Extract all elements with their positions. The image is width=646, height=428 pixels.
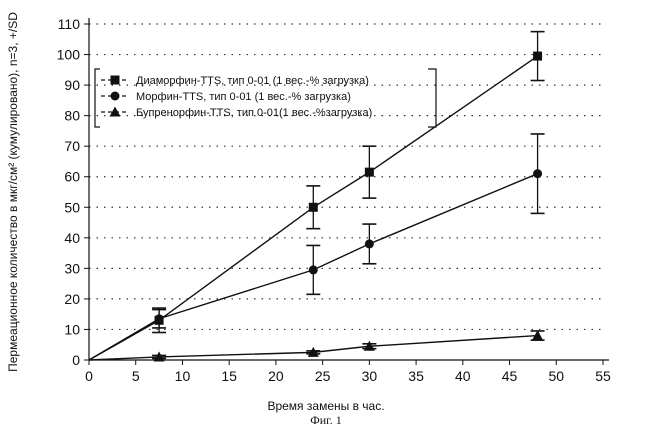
y-tick-label: 110 (58, 16, 81, 32)
x-tick-label: 5 (132, 368, 140, 384)
y-tick-label: 0 (72, 352, 80, 368)
x-tick-label: 10 (175, 368, 191, 384)
x-tick-label: 15 (221, 368, 237, 384)
x-tick-label: 25 (315, 368, 331, 384)
series-circle (89, 134, 545, 360)
marker-circle (309, 265, 318, 274)
legend-bracket-left (95, 69, 100, 127)
y-tick-label: 70 (64, 138, 80, 154)
y-axis-title: Пермеационное количество в мкг/см² (куму… (6, 12, 20, 372)
legend-entry-circle: Морфин-TTS, тип 0-01 (1 вес.-% загрузка) (101, 91, 351, 103)
x-tick-label: 55 (595, 368, 611, 384)
y-tick-label: 60 (64, 169, 80, 185)
y-tick-label: 20 (64, 291, 80, 307)
x-tick-label: 20 (268, 368, 284, 384)
marker-square (309, 203, 318, 212)
marker-circle (365, 239, 374, 248)
legend: Диаморфин-TTS, тип 0-01 (1 вес.-% загруз… (95, 69, 436, 127)
figure-caption: Фиг. 1 (310, 413, 341, 427)
marker-circle (155, 314, 164, 323)
legend-label: Диаморфин-TTS, тип 0-01 (1 вес.-% загруз… (136, 75, 369, 87)
gridlines (89, 24, 603, 329)
permeation-chart: 0 10 20 30 40 50 60 70 80 90 100 110 0 5 10 15 20 25 30 35 4… (0, 0, 646, 428)
x-tick-label: 0 (85, 368, 93, 384)
x-axis-title: Время замены в час. (267, 399, 384, 413)
y-tick-label: 50 (64, 199, 80, 215)
legend-label: Бупренорфин-TTS, тип 0-01(1 вес.-%загруз… (136, 107, 372, 119)
marker-circle (533, 169, 542, 178)
y-tick-label: 10 (64, 321, 80, 337)
x-tick-label: 45 (502, 368, 518, 384)
y-tick-label: 80 (64, 108, 80, 124)
x-tick-label: 30 (362, 368, 378, 384)
marker-square (533, 52, 542, 61)
x-tick-label: 50 (548, 368, 564, 384)
marker-circle (111, 92, 120, 101)
y-tick-label: 90 (64, 77, 80, 93)
series-triangle (89, 330, 545, 361)
y-tick-label: 40 (64, 230, 80, 246)
x-tick-label: 35 (408, 368, 424, 384)
legend-entry-triangle: Бупренорфин-TTS, тип 0-01(1 вес.-%загруз… (101, 107, 372, 120)
marker-square (365, 168, 374, 177)
x-tick-label: 40 (455, 368, 471, 384)
y-tick-label: 30 (64, 260, 80, 276)
marker-square (111, 76, 120, 85)
axes: 0 10 20 30 40 50 60 70 80 90 100 110 0 5 10 15 20 25 30 35 4… (57, 16, 611, 384)
legend-bracket-right (428, 69, 436, 127)
legend-entry-square: Диаморфин-TTS, тип 0-01 (1 вес.-% загруз… (101, 75, 369, 87)
legend-label: Морфин-TTS, тип 0-01 (1 вес.-% загрузка) (136, 91, 351, 103)
y-tick-label: 100 (57, 47, 81, 63)
